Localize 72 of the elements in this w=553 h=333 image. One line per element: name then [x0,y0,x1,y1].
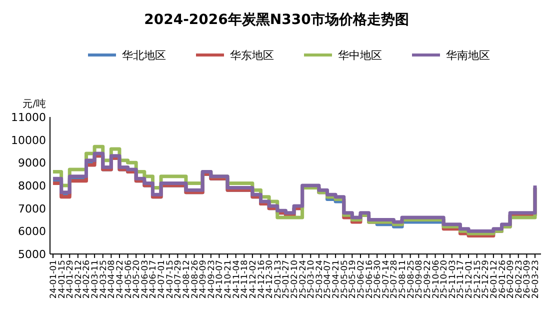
x-tick-label: 24-07-15 [165,260,176,299]
y-tick-label: 10000 [11,134,46,147]
x-tick-label: 25-10-20 [440,260,450,299]
legend-label: 华中地区 [338,49,382,62]
x-tick-label: 24-12-02 [248,260,258,299]
x-tick-label: 24-09-09 [198,260,209,299]
x-tick-label: 25-12-01 [464,260,475,299]
x-tick-label: 24-01-15 [57,260,68,299]
x-tick-label: 25-01-27 [282,260,292,299]
x-tick-label: 24-03-25 [98,260,109,299]
x-tick-label: 25-09-22 [422,260,433,299]
x-tick-label: 24-10-07 [215,260,226,299]
x-tick-label: 25-03-24 [314,260,325,299]
x-tick-label: 24-12-16 [256,260,267,299]
x-tick-label: 24-03-11 [90,260,101,299]
x-tick-label: 26-02-09 [506,260,516,299]
y-tick-label: 11000 [11,111,46,124]
x-tick-label: 24-08-12 [182,260,192,299]
x-tick-label: 25-06-30 [373,260,384,299]
x-tick-label: 24-04-22 [115,260,126,299]
x-tick-label: 25-02-10 [290,260,300,299]
x-tick-label: 24-08-26 [190,260,200,299]
y-axis-title: 元/吨 [22,98,46,110]
x-tick-label: 24-09-23 [206,260,217,299]
x-tick-label: 25-12-15 [472,260,483,299]
y-tick-label: 5000 [18,248,46,261]
x-tick-label: 24-11-18 [240,260,250,299]
chart-title: 2024-2026年炭黑N330市场价格走势图 [144,11,409,28]
x-tick-label: 25-08-11 [398,260,408,299]
x-tick-label: 25-02-24 [298,260,308,299]
x-tick-label: 25-01-13 [273,260,284,299]
x-tick-label: 25-06-02 [356,260,366,299]
x-tick-label: 24-06-03 [140,260,150,299]
x-tick-label: 26-03-23 [531,260,541,299]
legend-label: 华东地区 [230,49,274,62]
x-tick-label: 25-05-05 [340,260,350,299]
y-tick-label: 6000 [18,225,46,238]
x-tick-label: 26-02-23 [514,260,524,299]
x-tick-label: 25-07-28 [390,260,400,299]
x-tick-label: 25-05-19 [348,260,358,299]
x-tick-label: 24-05-20 [132,260,142,299]
x-tick-label: 24-07-01 [157,260,168,299]
x-tick-label: 24-12-30 [265,260,276,299]
x-tick-label: 25-03-10 [306,260,317,299]
legend-label: 华南地区 [446,49,490,62]
y-tick-label: 9000 [18,156,46,170]
x-tick-label: 26-01-26 [498,260,508,299]
x-tick-label: 25-08-25 [406,260,416,299]
x-tick-label: 25-12-29 [481,260,492,299]
x-tick-label: 26-01-12 [489,260,500,299]
x-tick-label: 25-04-21 [332,260,342,299]
legend-label: 华北地区 [122,49,166,62]
x-tick-label: 24-02-12 [74,260,84,299]
x-tick-label: 24-04-08 [107,260,118,299]
x-tick-label: 25-09-08 [414,260,425,299]
y-tick-label: 7000 [18,202,46,216]
x-tick-label: 24-01-29 [66,260,76,299]
x-tick-label: 24-02-26 [82,260,92,299]
x-tick-label: 24-11-04 [232,260,242,299]
y-tick-label: 8000 [18,180,46,192]
x-tick-label: 25-07-14 [381,260,392,299]
x-tick-label: 24-06-17 [148,260,159,299]
x-tick-label: 25-04-07 [323,260,334,299]
x-tick-label: 24-10-21 [224,260,234,299]
x-tick-label: 26-03-09 [522,260,533,299]
x-tick-label: 24-01-01 [49,260,59,299]
x-tick-label: 25-11-03 [448,260,458,299]
x-tick-label: 24-05-06 [124,260,134,299]
x-tick-label: 25-06-16 [364,260,375,299]
x-tick-label: 25-11-17 [456,260,466,299]
x-tick-label: 25-10-06 [431,260,442,299]
x-tick-label: 24-07-29 [174,260,184,299]
